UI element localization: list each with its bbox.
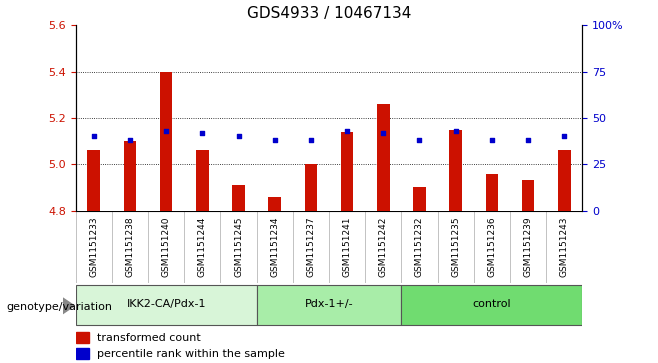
Bar [232, 185, 245, 211]
Point [486, 137, 497, 143]
Text: control: control [472, 299, 511, 309]
Text: GSM1151245: GSM1151245 [234, 216, 243, 277]
Point [450, 128, 461, 134]
Point [415, 137, 425, 143]
Text: GSM1151234: GSM1151234 [270, 216, 279, 277]
Bar [124, 141, 136, 211]
Polygon shape [63, 298, 74, 314]
Text: GSM1151232: GSM1151232 [415, 216, 424, 277]
Point [233, 134, 243, 139]
Point [161, 128, 171, 134]
Text: GSM1151233: GSM1151233 [89, 216, 98, 277]
Text: GSM1151235: GSM1151235 [451, 216, 460, 277]
Bar [88, 150, 100, 211]
Text: transformed count: transformed count [97, 333, 201, 343]
Point [88, 134, 99, 139]
Point [559, 134, 570, 139]
Point [305, 137, 316, 143]
Text: genotype/variation: genotype/variation [7, 302, 113, 312]
Point [197, 130, 207, 136]
Bar [76, 285, 257, 325]
Text: GSM1151241: GSM1151241 [343, 216, 351, 277]
Bar [341, 132, 353, 211]
Bar [413, 187, 426, 211]
Text: GSM1151243: GSM1151243 [560, 216, 569, 277]
Bar [449, 130, 462, 211]
Text: GSM1151238: GSM1151238 [126, 216, 134, 277]
Text: GSM1151237: GSM1151237 [307, 216, 315, 277]
Text: Pdx-1+/-: Pdx-1+/- [305, 299, 353, 309]
Bar [305, 164, 317, 211]
Bar [268, 197, 281, 211]
Text: GSM1151242: GSM1151242 [379, 216, 388, 277]
Bar [76, 332, 89, 343]
Point [522, 137, 533, 143]
Point [378, 130, 388, 136]
Text: GSM1151240: GSM1151240 [162, 216, 170, 277]
Bar [486, 174, 498, 211]
Text: GSM1151236: GSM1151236 [488, 216, 496, 277]
Text: GSM1151239: GSM1151239 [524, 216, 532, 277]
Text: percentile rank within the sample: percentile rank within the sample [97, 349, 286, 359]
Point [342, 128, 353, 134]
Point [124, 137, 136, 143]
Bar [76, 348, 89, 359]
Bar [558, 150, 570, 211]
Bar [377, 104, 390, 211]
Title: GDS4933 / 10467134: GDS4933 / 10467134 [247, 7, 411, 21]
Text: GSM1151244: GSM1151244 [198, 216, 207, 277]
Bar [257, 285, 401, 325]
Bar [160, 72, 172, 211]
Point [270, 137, 280, 143]
Bar [401, 285, 582, 325]
Text: IKK2-CA/Pdx-1: IKK2-CA/Pdx-1 [126, 299, 206, 309]
Bar [196, 150, 209, 211]
Bar [522, 180, 534, 211]
